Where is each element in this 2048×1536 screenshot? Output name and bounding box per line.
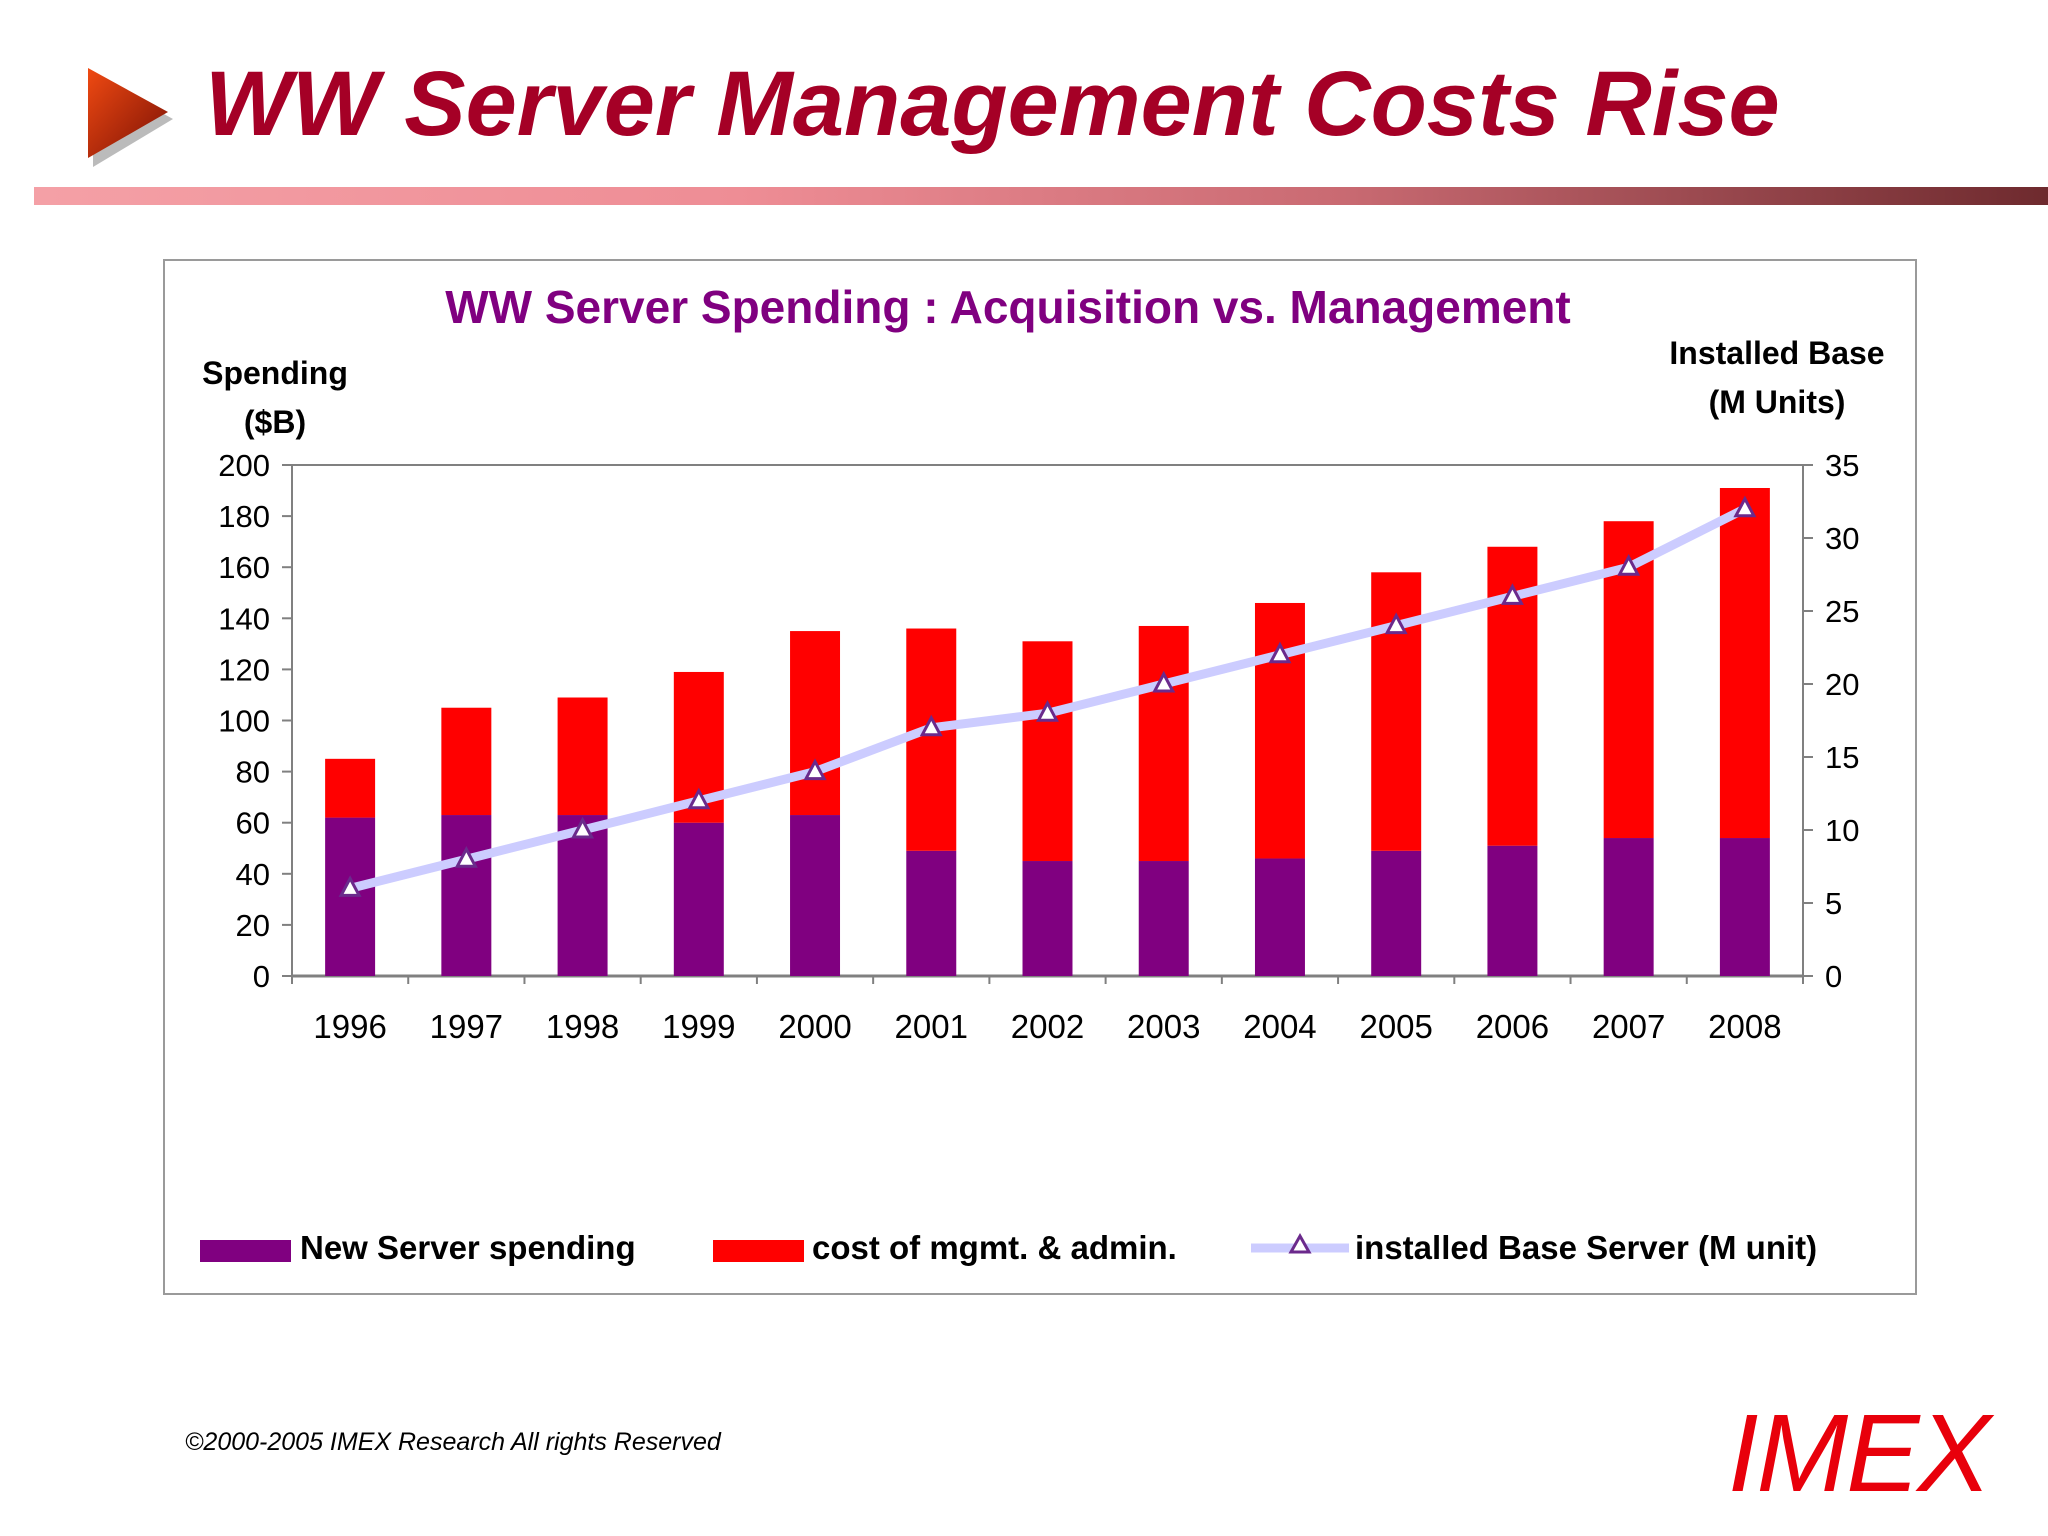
bar-new-server <box>1603 838 1654 976</box>
bar-new-server <box>557 815 608 976</box>
legend-label-new-server: New Server spending <box>300 1229 636 1266</box>
point-installed-base <box>919 714 943 737</box>
bar-new-server <box>906 850 957 976</box>
bar-new-server <box>1254 858 1305 976</box>
y2-tick-label: 10 <box>1825 813 1859 848</box>
x-tick-label: 2002 <box>1011 1008 1084 1045</box>
point-installed-base <box>571 816 595 839</box>
point-installed-base <box>1036 699 1059 722</box>
bar-new-server <box>673 822 724 976</box>
x-tick-label: 2006 <box>1476 1008 1549 1045</box>
point-installed-base <box>803 758 827 781</box>
y-tick-label: 200 <box>218 448 270 483</box>
title-divider <box>34 187 2048 205</box>
y2-tick-label: 15 <box>1825 740 1859 775</box>
point-installed-base <box>1268 641 1292 664</box>
bar-new-server <box>1719 838 1770 976</box>
y2-axis-label-line2: (M Units) <box>1709 384 1846 420</box>
title-arrow-icon <box>88 68 173 167</box>
bar-new-server <box>1371 850 1422 976</box>
y2-tick-label: 30 <box>1825 521 1859 556</box>
y-tick-label: 160 <box>218 550 270 585</box>
y2-tick-label: 0 <box>1825 959 1842 994</box>
spending-chart: WW Server Spending : Acquisition vs. Man… <box>200 281 1885 1266</box>
footer-copyright: ©2000-2005 IMEX Research All rights Rese… <box>185 1428 721 1456</box>
y-tick-label: 100 <box>218 704 270 739</box>
point-installed-base <box>454 845 478 868</box>
x-tick-label: 1999 <box>662 1008 735 1045</box>
y-tick-label: 120 <box>218 652 270 687</box>
y-tick-label: 140 <box>218 601 270 636</box>
slide-title: WW Server Management Costs Rise <box>205 53 1780 155</box>
bar-new-server <box>790 815 841 976</box>
x-tick-label: 1997 <box>430 1008 503 1045</box>
point-installed-base <box>1733 495 1757 518</box>
x-tick-label: 2005 <box>1359 1008 1432 1045</box>
imex-logo: IMEX <box>1728 1392 1991 1515</box>
bar-mgmt-cost <box>1022 641 1073 862</box>
legend-swatch-new-server <box>200 1240 291 1262</box>
y-tick-label: 180 <box>218 499 270 534</box>
legend-label-installed-base: installed Base Server (M unit) <box>1355 1229 1817 1266</box>
bar-new-server <box>1487 845 1538 976</box>
y2-tick-label: 25 <box>1825 594 1859 629</box>
bar-new-server <box>1022 861 1073 976</box>
bar-mgmt-cost <box>325 758 376 818</box>
y-tick-label: 20 <box>236 908 270 943</box>
y2-tick-label: 5 <box>1825 886 1842 921</box>
x-tick-label: 2000 <box>778 1008 851 1045</box>
point-installed-base <box>1152 670 1176 693</box>
bar-mgmt-cost <box>441 707 492 816</box>
y-tick-label: 40 <box>236 857 270 892</box>
x-tick-label: 2007 <box>1592 1008 1665 1045</box>
y2-axis-label-line1: Installed Base <box>1669 335 1884 371</box>
bar-new-server <box>441 815 492 976</box>
point-installed-base <box>1500 583 1524 605</box>
point-installed-base <box>1617 553 1641 576</box>
x-tick-label: 1998 <box>546 1008 619 1045</box>
bar-mgmt-cost <box>557 697 608 816</box>
legend-marker-triangle-icon <box>1288 1232 1312 1254</box>
point-installed-base <box>687 787 711 810</box>
legend-swatch-mgmt-cost <box>713 1240 804 1262</box>
y-tick-label: 80 <box>236 755 270 790</box>
bar-new-server <box>1138 861 1189 976</box>
bar-mgmt-cost <box>1719 487 1770 839</box>
bar-mgmt-cost <box>1138 625 1189 862</box>
bar-mgmt-cost <box>906 628 957 851</box>
chart-title: WW Server Spending : Acquisition vs. Man… <box>445 281 1570 333</box>
y2-tick-label: 20 <box>1825 667 1859 702</box>
x-tick-label: 2003 <box>1127 1008 1200 1045</box>
y-axis-label-line1: Spending <box>202 355 348 391</box>
x-tick-label: 2004 <box>1243 1008 1316 1045</box>
point-installed-base <box>338 875 362 897</box>
plot-area: 0204060801001201401601802000510152025303… <box>218 448 1859 1045</box>
legend-label-mgmt-cost: cost of mgmt. & admin. <box>812 1229 1177 1266</box>
point-installed-base <box>1384 612 1408 635</box>
bar-mgmt-cost <box>790 631 841 816</box>
x-tick-label: 2008 <box>1708 1008 1781 1045</box>
y-tick-label: 60 <box>236 806 270 841</box>
y2-tick-label: 35 <box>1825 448 1859 483</box>
x-tick-label: 2001 <box>895 1008 968 1045</box>
y-tick-label: 0 <box>253 959 270 994</box>
y-axis-label-line2: ($B) <box>244 404 306 440</box>
x-tick-label: 1996 <box>313 1008 386 1045</box>
bar-mgmt-cost <box>1254 602 1305 859</box>
chart-frame: WW Server Spending : Acquisition vs. Man… <box>163 259 1917 1295</box>
